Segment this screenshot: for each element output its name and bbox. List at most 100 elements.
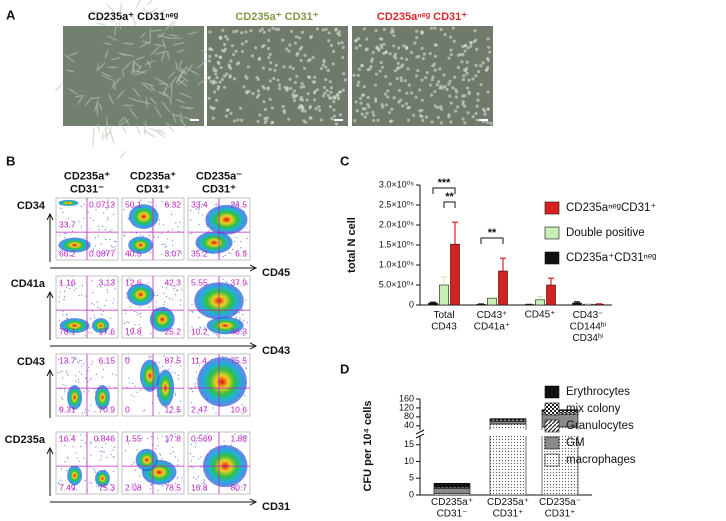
- event: [77, 379, 79, 381]
- cell: [467, 78, 471, 82]
- event: [68, 485, 70, 487]
- cell: [420, 46, 424, 50]
- cell: [454, 95, 458, 99]
- cell: [255, 95, 259, 99]
- event: [239, 317, 241, 319]
- event: [64, 384, 66, 387]
- cell: [303, 53, 307, 57]
- cell: [263, 120, 267, 125]
- event: [190, 460, 193, 462]
- cell: [386, 89, 390, 93]
- cell: [229, 111, 233, 115]
- event: [195, 357, 197, 360]
- cell: [327, 31, 331, 35]
- event: [215, 334, 218, 336]
- event: [97, 439, 99, 441]
- cell: [291, 66, 295, 71]
- cell: [451, 26, 455, 30]
- event: [58, 296, 60, 298]
- event: [66, 372, 68, 374]
- event: [104, 238, 107, 241]
- event: [179, 221, 181, 223]
- cell: [172, 42, 186, 46]
- cell: [447, 113, 451, 117]
- event: [217, 202, 219, 204]
- y-tick-label: 0: [409, 489, 414, 499]
- quadrant-value: 11.4: [191, 355, 207, 365]
- cell: [336, 94, 340, 98]
- cell: [210, 48, 214, 52]
- density: [58, 199, 79, 207]
- quadrant-value: 0: [125, 404, 130, 414]
- event: [106, 253, 108, 255]
- event: [79, 445, 82, 448]
- cell: [380, 65, 385, 69]
- event: [128, 356, 130, 358]
- event: [85, 237, 87, 239]
- cell: [406, 118, 411, 122]
- event: [135, 489, 137, 491]
- event: [64, 290, 66, 292]
- event: [176, 289, 179, 291]
- event: [134, 311, 136, 313]
- cell: [383, 92, 387, 96]
- cell: [461, 78, 466, 82]
- event: [179, 304, 182, 306]
- cell: [215, 75, 219, 80]
- event: [179, 360, 181, 362]
- event: [123, 209, 125, 211]
- cell: [106, 115, 109, 130]
- cell: [127, 96, 140, 103]
- event: [100, 459, 102, 461]
- cell: [142, 84, 153, 92]
- event: [243, 319, 245, 321]
- event: [176, 478, 178, 480]
- quadrant-value: 12.5: [164, 404, 181, 414]
- event: [172, 446, 174, 448]
- cell: [197, 79, 207, 85]
- cell: [313, 75, 317, 79]
- bar: [572, 302, 582, 306]
- cell: [489, 121, 493, 125]
- significance-label: **: [445, 191, 454, 203]
- cell: [214, 53, 218, 58]
- cell: [382, 51, 386, 55]
- quadrant-value: 0.846: [94, 433, 116, 443]
- cell: [375, 46, 379, 50]
- cell: [186, 63, 193, 74]
- cell: [265, 116, 269, 120]
- event: [59, 371, 61, 373]
- event: [190, 219, 192, 221]
- event: [98, 228, 100, 231]
- event: [90, 404, 92, 406]
- event: [163, 355, 165, 357]
- event: [78, 460, 80, 462]
- event: [95, 471, 97, 473]
- cell: [486, 37, 490, 41]
- event: [94, 245, 96, 247]
- cell: [255, 76, 259, 80]
- event: [98, 252, 100, 254]
- event: [80, 226, 83, 228]
- cell: [401, 104, 405, 108]
- cell: [415, 29, 419, 33]
- event: [236, 200, 238, 202]
- event: [115, 241, 117, 243]
- event: [171, 360, 173, 362]
- cell: [114, 82, 116, 92]
- quadrant-value: 33.4: [191, 199, 208, 209]
- event: [167, 439, 169, 441]
- event: [90, 332, 92, 334]
- cell: [301, 105, 305, 110]
- cell: [461, 117, 465, 121]
- event: [215, 412, 217, 414]
- event: [200, 456, 202, 458]
- cell: [285, 47, 289, 51]
- cell: [144, 60, 156, 65]
- event: [106, 289, 108, 291]
- event: [75, 488, 78, 491]
- cell: [301, 98, 305, 102]
- cell: [175, 67, 188, 76]
- cell: [445, 87, 449, 92]
